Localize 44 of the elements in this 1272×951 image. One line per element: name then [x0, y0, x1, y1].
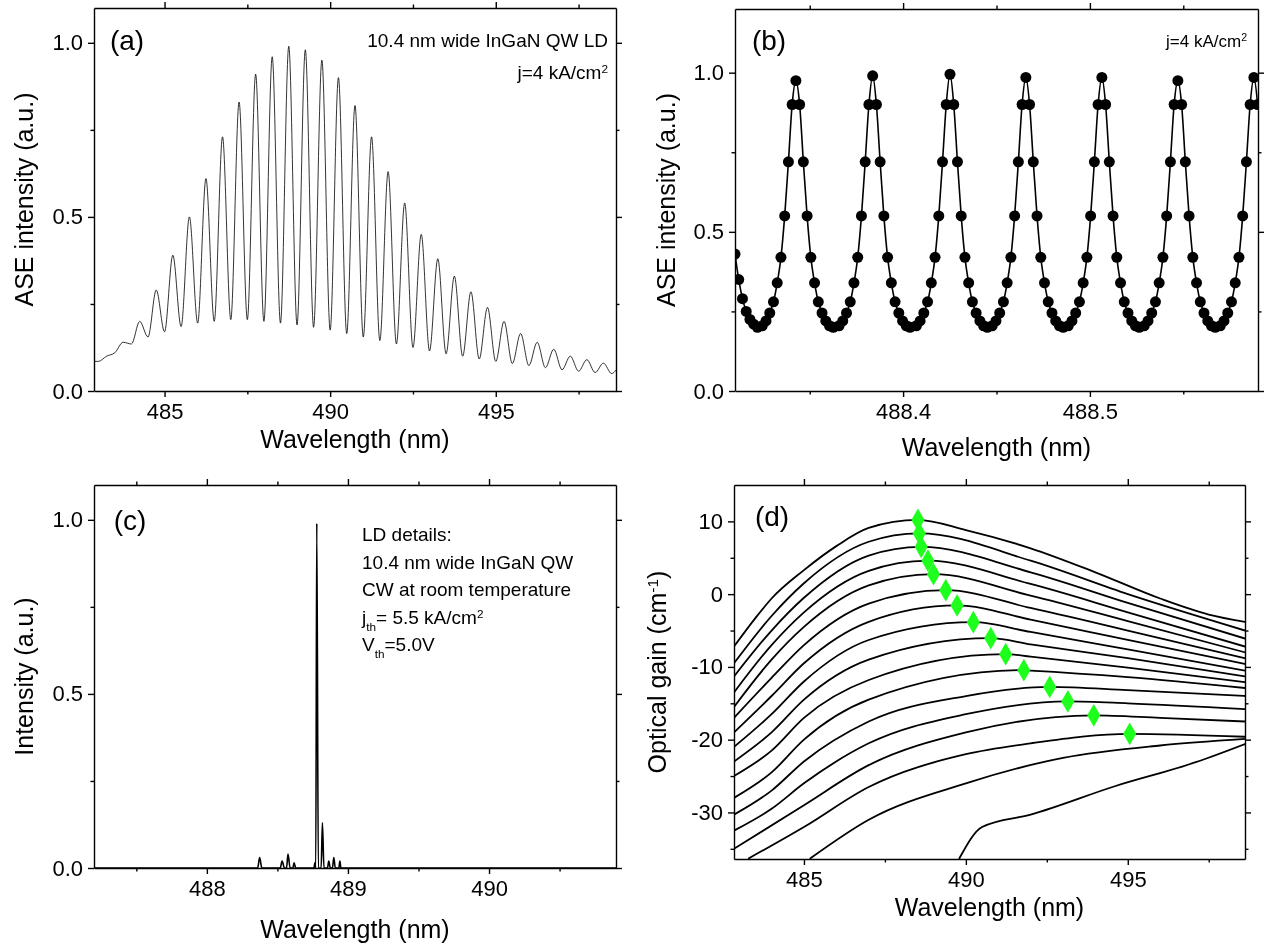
x-tick-label: 488.4 [876, 398, 932, 424]
annotation: CW at room temperature [362, 579, 572, 600]
y-tick-label: -30 [691, 799, 723, 825]
y-tick-label: 10 [698, 508, 723, 534]
x-tick-label: 490 [948, 866, 985, 892]
annotation: j=4 kA/cm$^{2}$ [1165, 31, 1248, 51]
y-tick-label: 0.0 [52, 855, 83, 881]
x-tick-label: 485 [786, 866, 823, 892]
annotation: j=4 kA/cm$^{2}$ [516, 61, 608, 83]
y-tick-label: 0.5 [52, 681, 83, 707]
x-tick-label: 488.5 [1062, 398, 1118, 424]
x-tick-label: 490 [471, 875, 508, 901]
y-axis-title: Intensity (a.u.) [9, 597, 38, 756]
y-tick-label: 1.0 [693, 60, 724, 86]
annotation: 10.4 nm wide InGaN QW LD [367, 30, 608, 51]
y-tick-label: -20 [691, 727, 723, 753]
annotation: (a) [109, 25, 145, 56]
x-axis-title: Wavelength (nm) [894, 893, 1085, 921]
y-tick-label: -10 [691, 654, 723, 680]
x-axis-title: Wavelength (nm) [901, 433, 1092, 461]
x-axis-title: Wavelength (nm) [260, 425, 450, 453]
annotation: j$_{th}$= 5.5 kA/cm$^{2}$ [361, 606, 484, 632]
annotation: 10.4 nm wide InGaN QW [362, 551, 574, 573]
y-tick-label: 1.0 [52, 507, 83, 533]
x-tick-label: 495 [477, 398, 515, 424]
y-tick-label: 0.0 [693, 378, 724, 404]
annotation: (c) [113, 505, 147, 536]
x-tick-label: 490 [312, 398, 350, 424]
x-tick-label: 495 [1109, 866, 1147, 892]
annotation: LD details: [362, 524, 452, 545]
x-tick-label: 485 [146, 398, 184, 424]
x-tick-label: 489 [330, 875, 367, 901]
y-axis-title: ASE intensity (a.u.) [651, 93, 680, 307]
y-tick-label: 0.5 [693, 219, 724, 245]
y-axis-title: ASE intensity (a.u.) [9, 92, 38, 307]
x-tick-label: 488 [189, 875, 226, 901]
y-tick-label: 0 [710, 581, 723, 607]
annotation: (d) [754, 501, 790, 532]
y-tick-label: 1.0 [52, 30, 83, 56]
y-tick-label: 0.5 [52, 204, 83, 230]
x-axis-title: Wavelength (nm) [260, 915, 450, 943]
annotation: V$_{th}$=5.0V [362, 634, 436, 660]
y-tick-label: 0.0 [52, 378, 83, 404]
annotation: (b) [751, 25, 787, 56]
